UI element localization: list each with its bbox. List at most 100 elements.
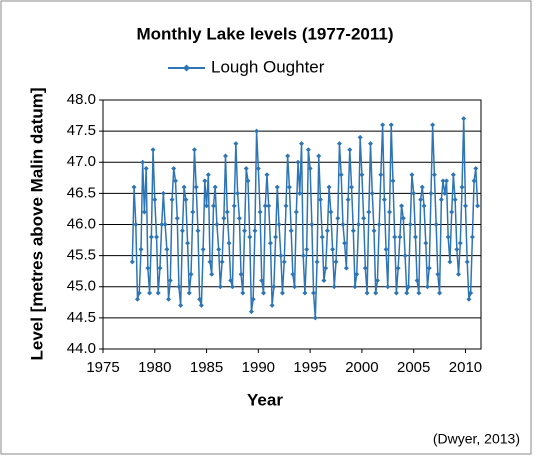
x-tick-label: 1995 [293, 359, 326, 376]
data-point [281, 259, 287, 265]
data-point [276, 222, 282, 227]
data-point [423, 240, 429, 246]
data-point [300, 253, 306, 259]
data-point [266, 203, 272, 209]
data-point [457, 240, 463, 246]
data-point [388, 122, 394, 128]
data-point [134, 296, 140, 302]
data-point [248, 309, 254, 315]
data-point [217, 284, 223, 290]
y-tick-label: 47.5 [67, 122, 96, 139]
data-point [285, 153, 291, 159]
data-point [326, 184, 332, 190]
data-point [191, 147, 197, 153]
data-point [257, 209, 263, 215]
y-tick-label: 44.0 [67, 340, 96, 357]
data-point [466, 296, 472, 302]
data-point [150, 147, 156, 153]
data-point [261, 290, 267, 296]
data-point [416, 290, 422, 296]
data-point [414, 278, 420, 284]
data-point [381, 197, 387, 203]
data-point [450, 172, 456, 178]
data-point [461, 116, 467, 122]
data-point [212, 184, 218, 190]
data-point [136, 290, 142, 296]
data-point [437, 290, 443, 296]
data-point [202, 178, 208, 184]
data-point [273, 234, 279, 240]
data-point [444, 178, 450, 184]
data-point [347, 147, 353, 153]
y-tick-label: 47.0 [67, 153, 96, 170]
data-point [181, 184, 187, 190]
x-tick-label: 1985 [190, 359, 223, 376]
data-point [242, 228, 248, 234]
data-point [387, 209, 393, 215]
data-point [399, 203, 405, 209]
data-point [141, 209, 147, 215]
data-point [188, 271, 194, 277]
data-point [243, 165, 249, 171]
data-point [333, 259, 339, 265]
y-tick-label: 46.0 [67, 215, 96, 232]
data-point [216, 246, 222, 252]
data-point [359, 172, 365, 178]
y-tick-label: 45.0 [67, 278, 96, 295]
data-point [245, 178, 251, 184]
data-point [147, 290, 153, 296]
data-point [469, 234, 475, 240]
data-point [376, 222, 382, 227]
data-point [374, 278, 380, 284]
data-point [279, 290, 285, 296]
data-point [395, 265, 401, 271]
data-point [154, 234, 160, 240]
data-point [468, 290, 474, 296]
data-point [431, 172, 437, 178]
x-tick-label: 2000 [345, 359, 378, 376]
data-point [167, 278, 173, 284]
data-point [240, 290, 246, 296]
data-point [402, 253, 408, 259]
data-point [219, 259, 225, 265]
data-point [312, 315, 318, 321]
source-note: (Dwyer, 2013) [433, 431, 520, 447]
data-point [316, 153, 322, 159]
data-point [345, 197, 351, 203]
data-point [274, 184, 280, 190]
data-point [305, 147, 311, 153]
data-point [407, 222, 413, 227]
data-point [302, 290, 308, 296]
y-tick-label: 44.5 [67, 309, 96, 326]
data-point [152, 197, 158, 203]
data-point [454, 246, 460, 252]
data-point [418, 197, 424, 203]
data-point [186, 290, 192, 296]
data-point [259, 278, 265, 284]
data-point [223, 153, 229, 159]
data-point [254, 128, 260, 134]
data-point [178, 302, 184, 308]
data-point [459, 184, 465, 190]
data-point [373, 290, 379, 296]
data-point [307, 165, 313, 171]
data-point [269, 302, 275, 308]
data-point [264, 172, 270, 178]
data-point [428, 190, 434, 196]
data-point [411, 190, 417, 196]
chart-frame [0, 0, 532, 455]
data-point [140, 159, 146, 165]
data-point [338, 172, 344, 178]
data-point [343, 265, 349, 271]
data-point [462, 203, 468, 209]
data-point [131, 184, 137, 190]
x-tick-label: 1990 [242, 359, 275, 376]
data-point [209, 271, 215, 277]
data-point [211, 203, 217, 209]
data-point [366, 209, 372, 215]
data-point [197, 296, 203, 302]
data-point [164, 246, 170, 252]
data-point [160, 190, 166, 196]
data-point [171, 165, 177, 171]
